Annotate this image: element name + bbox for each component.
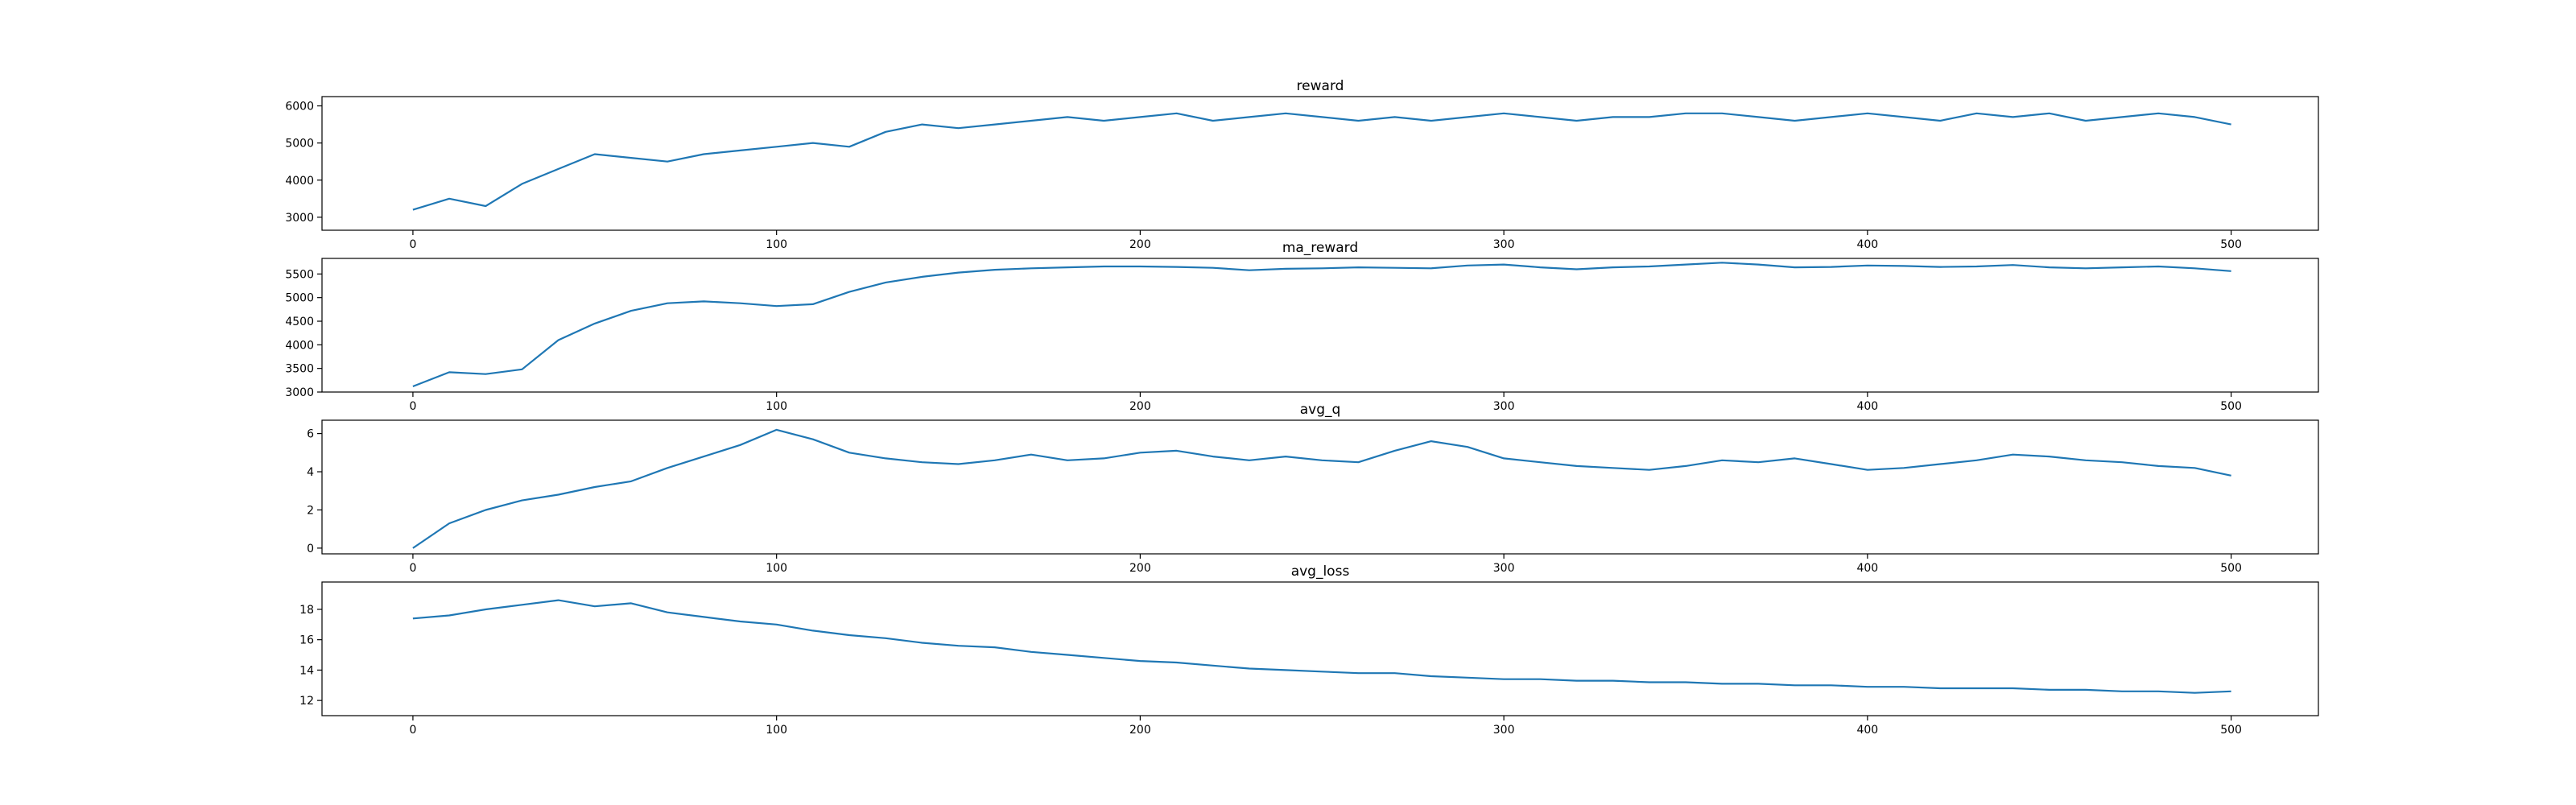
- x-tick-label: 200: [1129, 562, 1151, 575]
- y-tick-label: 4000: [285, 175, 314, 188]
- series-line: [412, 428, 2231, 549]
- y-tick-label: 3500: [285, 363, 314, 376]
- x-tick-label: 100: [766, 562, 787, 575]
- y-tick-label: 18: [299, 604, 314, 617]
- x-tick-label: 200: [1129, 724, 1151, 737]
- x-tick-label: 0: [409, 238, 416, 251]
- y-tick-label: 2: [307, 504, 314, 517]
- x-tick-label: 0: [409, 400, 416, 413]
- subplot-title: ma_reward: [1282, 240, 1358, 256]
- x-tick-label: 100: [766, 400, 787, 413]
- subplot-reward: reward 0 100 200 300 400 500 3000 4000 5000 6000: [285, 78, 2319, 251]
- axes-frame: [321, 96, 2319, 231]
- y-tick-label: 6000: [285, 101, 314, 114]
- x-tick-label: 400: [1856, 400, 1878, 413]
- y-tick-label: 14: [299, 664, 314, 677]
- x-tick-label: 300: [1493, 238, 1515, 251]
- axes-frame: [321, 419, 2319, 555]
- y-tick-label: 6: [307, 428, 314, 441]
- x-tick-label: 100: [766, 238, 787, 251]
- subplot-title: avg_q: [1300, 402, 1341, 418]
- x-tick-label: 400: [1856, 238, 1878, 251]
- y-tick-label: 12: [299, 695, 314, 708]
- y-tick-label: 16: [299, 634, 314, 647]
- y-tick-label: 3000: [285, 212, 314, 225]
- x-tick-label: 200: [1129, 400, 1151, 413]
- y-tick-label: 5500: [285, 268, 314, 281]
- y-tick-label: 5000: [285, 138, 314, 151]
- y-tick-label: 0: [307, 543, 314, 555]
- x-tick-label: 300: [1493, 400, 1515, 413]
- y-tick-label: 3000: [285, 386, 314, 399]
- x-tick-label: 400: [1856, 562, 1878, 575]
- series-line: [412, 112, 2231, 211]
- x-tick-label: 0: [409, 562, 416, 575]
- subplot-avg-loss: avg_loss 0 100 200 300 400 500 12 14 16 18: [299, 564, 2319, 737]
- series-line: [412, 262, 2231, 388]
- series-line: [412, 599, 2231, 694]
- y-tick-label: 4000: [285, 339, 314, 352]
- x-tick-label: 500: [2220, 400, 2242, 413]
- subplot-avg-q: avg_q 0 100 200 300 400 500 0 2 4 6: [307, 402, 2319, 575]
- axes-frame: [321, 581, 2319, 716]
- x-tick-label: 400: [1856, 724, 1878, 737]
- x-tick-label: 0: [409, 724, 416, 737]
- y-tick-label: 4: [307, 466, 314, 479]
- x-tick-label: 500: [2220, 724, 2242, 737]
- y-tick-label: 4500: [285, 316, 314, 328]
- x-tick-label: 500: [2220, 238, 2242, 251]
- y-tick-label: 5000: [285, 292, 314, 305]
- subplot-title: avg_loss: [1291, 564, 1350, 580]
- axes-frame: [321, 258, 2319, 393]
- x-tick-label: 500: [2220, 562, 2242, 575]
- x-tick-label: 100: [766, 724, 787, 737]
- x-tick-label: 300: [1493, 724, 1515, 737]
- x-tick-label: 300: [1493, 562, 1515, 575]
- subplot-title: reward: [1297, 78, 1344, 94]
- x-tick-label: 200: [1129, 238, 1151, 251]
